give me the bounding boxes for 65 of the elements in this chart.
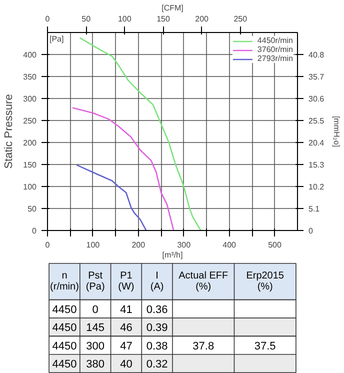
text: 4450 [52,322,77,334]
legend-label: 3760r/min [257,45,293,54]
legend-label: 2793r/min [257,54,293,63]
text: 46 [120,322,132,334]
x2-tick-label: 150 [156,14,170,24]
y2-tick-label: 25.5 [308,116,325,126]
y2-tick-label: 30.6 [308,94,325,104]
y2-tick-label: 10.2 [308,182,325,192]
y2-tick-label: 20.4 [308,138,325,148]
text: 4450 [52,358,77,370]
y2-axis-title: [mmH₂o] [332,116,342,148]
text: 0.32 [146,358,168,370]
y-tick-label: 50 [28,204,38,214]
text: 41 [120,304,132,316]
x-tick-label: 500 [268,240,282,250]
x-axis-title: [m³/h] [162,250,183,260]
x2-tick-label: 0 [45,14,50,24]
y2-tick-label: 35.7 [308,72,325,82]
category-label: P1 (W) [118,270,134,293]
y-tick-label: 100 [23,182,38,192]
text: 0.36 [146,304,168,316]
y-tick-label: 0 [32,226,38,236]
text: 0.38 [146,340,168,352]
category-label: Erp2015 (%) [246,270,284,293]
text: 0 [92,304,98,316]
x-tick-label: 400 [222,240,237,250]
category-label: n (r/min) [50,270,79,293]
x2-tick-label: 100 [118,14,132,24]
y-tick-label: 300 [23,94,38,104]
x-tick-label: 0 [45,240,50,250]
x-tick-label: 300 [177,240,192,250]
y-tick-label: 200 [23,138,38,148]
line-series [79,37,202,230]
y-tick-label: 350 [23,72,38,82]
category-label: I (A) [150,270,164,293]
text: 380 [86,358,105,370]
x2-axis-title: [CFM] [162,4,184,12]
text: 4450 [52,304,77,316]
text: 300 [86,340,105,352]
x2-tick-label: 50 [82,14,92,24]
x2-tick-label: 200 [195,14,210,24]
x2-tick-label: 250 [234,14,248,24]
y-axis-title: Static Pressure [3,94,16,169]
y2-tick-label: 15.3 [308,160,325,170]
legend-label: 4450r/min [257,36,293,45]
y-tick-label: 400 [23,50,38,60]
y2-tick-label: 5.1 [308,204,320,214]
y2-tick-label: 40.8 [308,50,325,60]
line-series [72,107,175,230]
y-tick-label: 150 [23,160,38,170]
x-tick-label: 100 [86,240,100,250]
y-tick-label: 250 [23,116,38,126]
line-series [76,164,147,230]
text: 40 [120,358,132,370]
text: 0.39 [146,322,168,334]
x-tick-label: 200 [132,240,146,250]
text: 4450 [52,340,77,352]
text: 37.8 [192,340,214,352]
category-label: Actual EFF (%) [178,270,228,293]
annotation: [Pa] [50,34,64,44]
y2-tick-label: 0 [308,226,314,236]
text: 37.5 [254,340,276,352]
text: 145 [86,322,105,334]
category-label: Pst (Pa) [86,270,105,293]
text: 47 [120,340,132,352]
